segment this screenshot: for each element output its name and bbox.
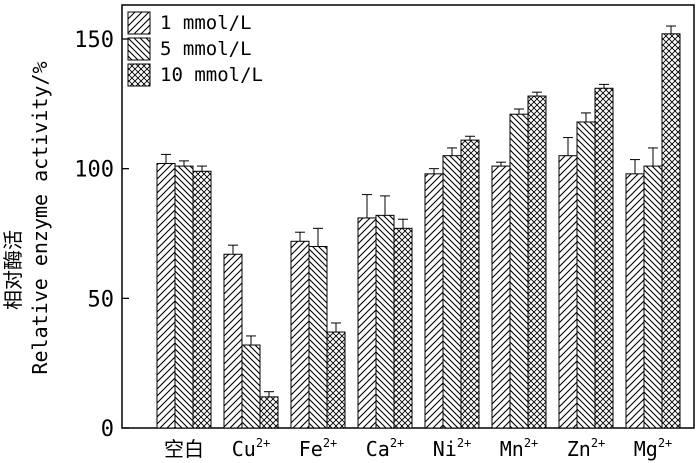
bar xyxy=(192,170,212,429)
bar xyxy=(223,253,243,429)
legend-swatch xyxy=(127,63,151,87)
bar xyxy=(594,87,614,429)
y-tick-label: 150 xyxy=(74,28,114,53)
legend-swatch xyxy=(127,11,151,35)
x-tick-label: 空白 xyxy=(164,437,204,461)
series-3 xyxy=(192,25,681,429)
bar xyxy=(424,173,444,429)
bar xyxy=(527,95,547,429)
bar xyxy=(156,162,176,429)
bar xyxy=(509,113,529,429)
y-axis-title-cn: 相对酶活 xyxy=(1,230,25,310)
y-tick-label: 0 xyxy=(101,417,114,442)
legend-swatch xyxy=(127,37,151,61)
bar xyxy=(460,139,480,429)
bar xyxy=(308,245,328,429)
legend-label: 10 mmol/L xyxy=(160,64,263,86)
y-tick-label: 50 xyxy=(88,287,115,312)
legend: 1 mmol/L 5 mmol/L 10 mmol/L xyxy=(127,11,263,87)
x-tick-label: Ca2+ xyxy=(366,436,405,461)
bar xyxy=(259,396,279,429)
legend-label: 5 mmol/L xyxy=(160,38,252,60)
bar-series-group xyxy=(156,25,681,429)
y-axis: 0 50 100 150 xyxy=(74,28,129,442)
bar xyxy=(576,121,596,429)
bar xyxy=(241,344,261,429)
bar xyxy=(625,173,645,429)
x-tick-label: Mn2+ xyxy=(500,436,539,461)
x-tick-label: Cu2+ xyxy=(232,436,271,461)
bar xyxy=(442,155,462,429)
x-tick-label: Mg2+ xyxy=(634,436,673,461)
bar xyxy=(174,165,194,429)
x-tick-label: Zn2+ xyxy=(567,436,606,461)
bar xyxy=(643,165,663,429)
y-axis-title-en: Relative enzyme activity/% xyxy=(28,61,52,374)
bar xyxy=(357,217,377,429)
bar xyxy=(558,155,578,429)
bar xyxy=(661,33,681,429)
x-tick-label: Fe2+ xyxy=(299,436,338,461)
bar xyxy=(326,331,346,429)
series-1 xyxy=(156,137,645,429)
series-2 xyxy=(174,108,663,429)
bar xyxy=(290,240,310,429)
x-axis-labels: 空白 Cu2+ Fe2+ Ca2+ Ni2+ Mn2+ Zn2+ Mg2+ xyxy=(164,436,672,461)
bar xyxy=(375,214,395,429)
x-tick-label: Ni2+ xyxy=(433,436,472,461)
bar xyxy=(393,227,413,429)
bar xyxy=(491,165,511,429)
y-tick-label: 100 xyxy=(74,158,114,183)
legend-label: 1 mmol/L xyxy=(160,12,252,34)
